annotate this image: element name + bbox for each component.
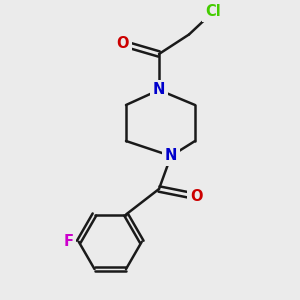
Text: N: N bbox=[153, 82, 165, 98]
Text: Cl: Cl bbox=[205, 4, 221, 20]
Text: O: O bbox=[117, 36, 129, 51]
Text: N: N bbox=[165, 148, 177, 164]
Text: O: O bbox=[190, 189, 203, 204]
Text: F: F bbox=[63, 234, 73, 249]
